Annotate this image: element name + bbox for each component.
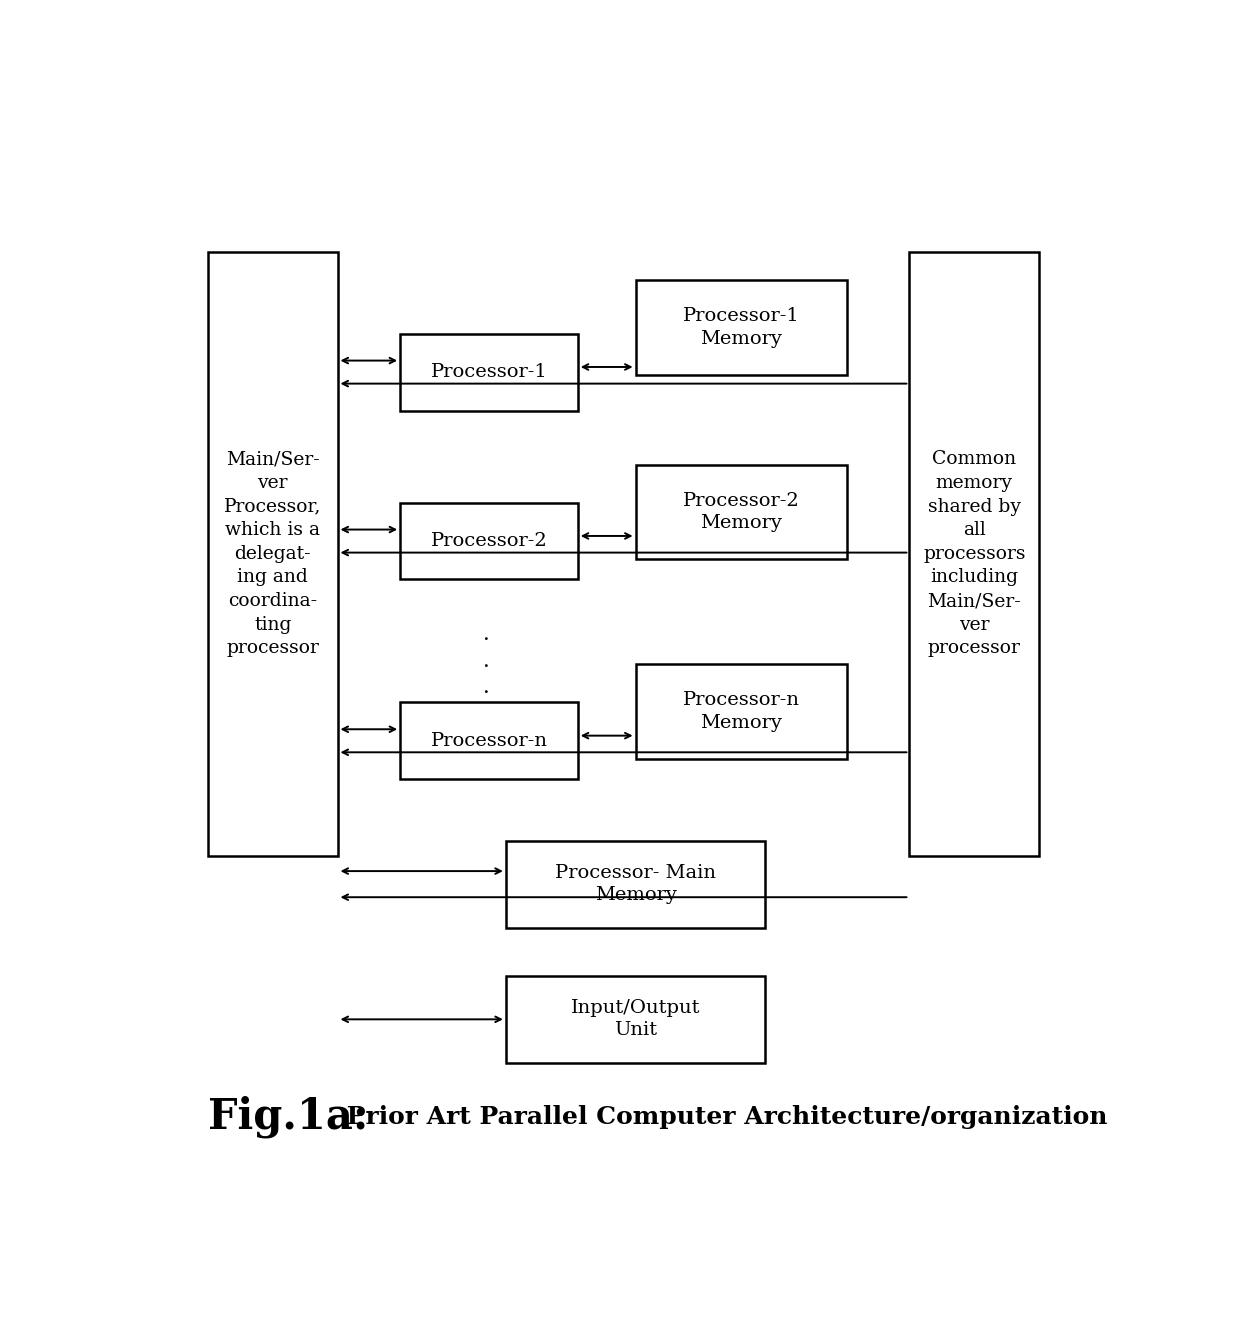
Text: Processor-2: Processor-2 — [430, 532, 547, 551]
Bar — [401, 334, 578, 411]
Bar — [506, 976, 765, 1063]
Text: Processor-n
Memory: Processor-n Memory — [683, 692, 800, 732]
Text: Prior Art Parallel Computer Architecture/organization: Prior Art Parallel Computer Architecture… — [337, 1105, 1107, 1129]
Text: Fig.1a:: Fig.1a: — [208, 1096, 368, 1138]
Bar — [909, 251, 1039, 857]
Bar — [506, 841, 765, 928]
Bar — [635, 665, 847, 758]
Text: Processor-n: Processor-n — [430, 732, 547, 750]
Text: Main/Ser-
ver
Processor,
which is a
delegat-
ing and
coordina-
ting
processor: Main/Ser- ver Processor, which is a dele… — [224, 451, 321, 657]
Text: Processor-1: Processor-1 — [430, 363, 547, 382]
Text: Processor- Main
Memory: Processor- Main Memory — [556, 864, 715, 904]
Text: Input/Output
Unit: Input/Output Unit — [570, 999, 701, 1040]
Bar — [401, 503, 578, 580]
Text: Processor-1
Memory: Processor-1 Memory — [683, 307, 800, 347]
Text: Common
memory
shared by
all
processors
including
Main/Ser-
ver
processor: Common memory shared by all processors i… — [923, 451, 1025, 657]
Bar — [401, 702, 578, 779]
Bar — [208, 251, 337, 857]
Text: .
.
.: . . . — [484, 625, 490, 697]
Text: Processor-2
Memory: Processor-2 Memory — [683, 492, 800, 532]
Bar — [635, 281, 847, 375]
Bar — [635, 464, 847, 559]
